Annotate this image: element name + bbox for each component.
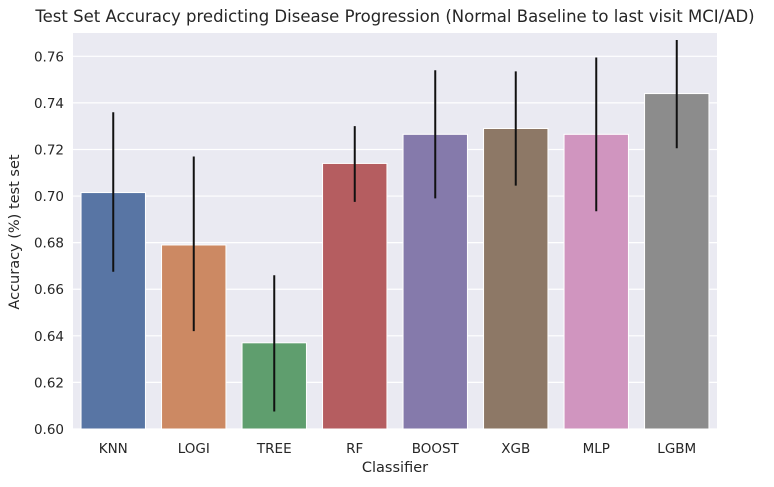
error-bars [112,39,678,412]
y-tick-label: 0.66 [34,282,64,298]
x-tick-label: LGBM [657,441,696,457]
x-tick-label: MLP [583,441,610,457]
bar-lgbm [644,93,710,430]
x-tick-labels: KNN LOGI TREE RF BOOST XGB MLP LGBM [99,441,696,457]
x-tick-label: TREE [256,441,292,457]
x-tick-label: KNN [99,441,128,457]
y-tick-label: 0.64 [34,329,64,345]
y-tick-labels: 0.60 0.62 0.64 0.66 0.68 0.70 0.72 0.74 0.76 [34,49,64,438]
x-tick-label: BOOST [412,441,460,457]
y-tick-label: 0.60 [34,422,64,438]
y-tick-label: 0.68 [34,236,64,252]
chart-title: Test Set Accuracy predicting Disease Pro… [34,7,754,26]
x-tick-label: RF [346,441,363,457]
y-tick-label: 0.72 [34,142,64,158]
x-axis-label: Classifier [362,460,428,476]
y-tick-label: 0.62 [34,375,64,391]
bar-rf [322,162,388,430]
y-tick-label: 0.74 [34,96,64,112]
x-tick-label: LOGI [178,441,210,457]
y-tick-label: 0.70 [34,189,64,205]
y-tick-label: 0.76 [34,49,64,65]
y-axis-label: Accuracy (%) test set [7,154,23,309]
x-tick-label: XGB [501,441,530,457]
